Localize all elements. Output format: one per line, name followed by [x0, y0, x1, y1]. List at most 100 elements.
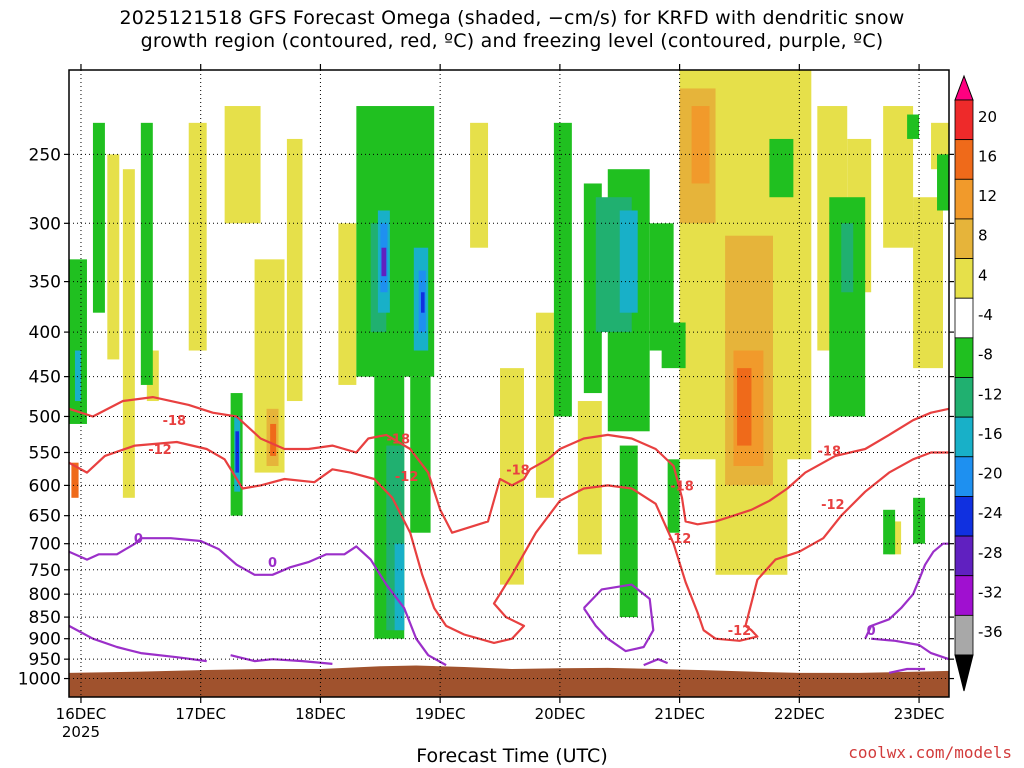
contour-label: -18 [506, 463, 530, 478]
omega-shade-cell [122, 169, 135, 498]
omega-shade-cell [410, 376, 431, 533]
y-tick-label: 950 [29, 650, 61, 670]
contour-line [69, 624, 207, 663]
terrain-fill [69, 665, 949, 697]
colorbar-legend: 20 16 12 8 4 -4 -8 -12 -16 -20 -24 -28 -32 -36 [954, 74, 1003, 692]
y-tick-label: 750 [29, 561, 61, 581]
colorbar-level-label: -8 [978, 346, 993, 364]
contour-label: 0 [268, 556, 277, 571]
x-tick-label: 22DEC [774, 705, 825, 723]
omega-shade-cell [74, 350, 81, 402]
omega-shade-cell [71, 462, 79, 498]
contour-label: -12 [148, 443, 172, 458]
omega-shade-cell [235, 431, 240, 473]
omega-shade-cell [338, 223, 357, 385]
colorbar-swatch [954, 496, 974, 537]
contour-line [643, 658, 669, 667]
omega-shade-cell [381, 247, 387, 277]
y-tick-label: 550 [29, 444, 61, 464]
omega-shade-cell [140, 122, 153, 385]
colorbar-level-label: -32 [978, 584, 1003, 602]
omega-shade-cell [107, 154, 120, 360]
contour-label: 0 [134, 532, 143, 547]
omega-shade-cell [224, 106, 261, 224]
contour-line [69, 537, 447, 667]
y-tick-label: 600 [29, 476, 61, 496]
x-tick-label: 18DEC [295, 705, 346, 723]
colorbar-extend-top [954, 74, 974, 101]
credit-link[interactable]: coolwx.com/models [848, 743, 1012, 762]
omega-shade-cell [69, 259, 87, 424]
omega-shade-cell [92, 122, 105, 313]
omega-shade-cell [421, 292, 425, 313]
omega-shade-cell [769, 138, 794, 198]
x-axis-title-text: Forecast Time (UTC) [416, 745, 608, 767]
y-tick-label: 800 [29, 585, 61, 605]
contour-label: -12 [728, 624, 752, 639]
omega-shade-cell [577, 401, 602, 555]
omega-shade-cell [553, 122, 572, 417]
x-tick-label: 20DEC [535, 705, 586, 723]
contour-line [871, 637, 949, 661]
contour-line [69, 440, 949, 644]
omega-shade-cell [667, 459, 680, 533]
y-tick-label: 900 [29, 630, 61, 650]
colorbar-swatch [954, 575, 974, 616]
colorbar-level-label: -12 [978, 385, 1003, 403]
colorbar-level-label: 16 [978, 147, 997, 165]
colorbar-level-label: -4 [978, 306, 993, 324]
terrain-layer [69, 665, 949, 697]
omega-shading-layer [69, 70, 949, 639]
omega-shade-cell [841, 223, 854, 293]
omega-shade-cell [188, 122, 207, 351]
axes-layer: 2503003504004505005506006507007508008509… [18, 64, 954, 741]
contour-line [864, 542, 949, 640]
contour-label: -12 [395, 470, 419, 485]
colorbar-level-label: -28 [978, 544, 1003, 562]
y-tick-label: 400 [29, 323, 61, 343]
colorbar-swatch [954, 416, 974, 458]
omega-shade-cell [913, 497, 926, 544]
contour-label: -18 [163, 414, 187, 429]
x-tick-label: 23DEC [894, 705, 945, 723]
colorbar-level-label: -36 [978, 623, 1003, 641]
y-tick-label: 300 [29, 214, 61, 234]
contour-label: -18 [818, 444, 842, 459]
omega-shade-cell [883, 509, 896, 555]
omega-shade-cell [286, 138, 303, 402]
contour-line [582, 583, 655, 653]
x-tick-sublabel: 2025 [62, 723, 100, 741]
x-tick-label: 16DEC [56, 705, 107, 723]
omega-shade-cell [907, 114, 920, 139]
colorbar-swatch [954, 218, 974, 259]
colorbar-swatch [954, 377, 974, 418]
x-tick-label: 19DEC [415, 705, 466, 723]
grid-layer [69, 70, 949, 697]
colorbar-swatch [954, 178, 974, 220]
plot-frame [68, 69, 950, 698]
contour-line [230, 654, 333, 665]
contour-label-layer: -18 -12 -18 -12 -18 -18 -12 -12 -18 -12 0 0 0 [134, 414, 876, 639]
omega-shade-cell [737, 368, 752, 446]
x-axis-title: Forecast Time (UTC) [0, 745, 1024, 767]
contour-line [69, 396, 949, 534]
contour-label: -18 [387, 432, 411, 447]
colorbar-swatch [954, 456, 974, 497]
colorbar-level-label: -20 [978, 465, 1003, 483]
contour-label: -18 [670, 479, 694, 494]
omega-shade-cell [619, 445, 638, 618]
colorbar-swatch [954, 99, 974, 141]
x-tick-label: 17DEC [175, 705, 226, 723]
omega-shade-cell [937, 154, 949, 211]
contour-line [888, 667, 926, 674]
contour-layer [69, 396, 949, 674]
colorbar-swatch [954, 614, 974, 656]
y-tick-label: 1000 [18, 670, 61, 690]
y-tick-label: 850 [29, 608, 61, 628]
omega-shade-cell [394, 543, 405, 631]
omega-shade-cell [535, 312, 554, 498]
colorbar-level-label: 20 [978, 108, 997, 126]
colorbar-swatch [954, 258, 974, 299]
omega-shade-cell [146, 350, 159, 402]
